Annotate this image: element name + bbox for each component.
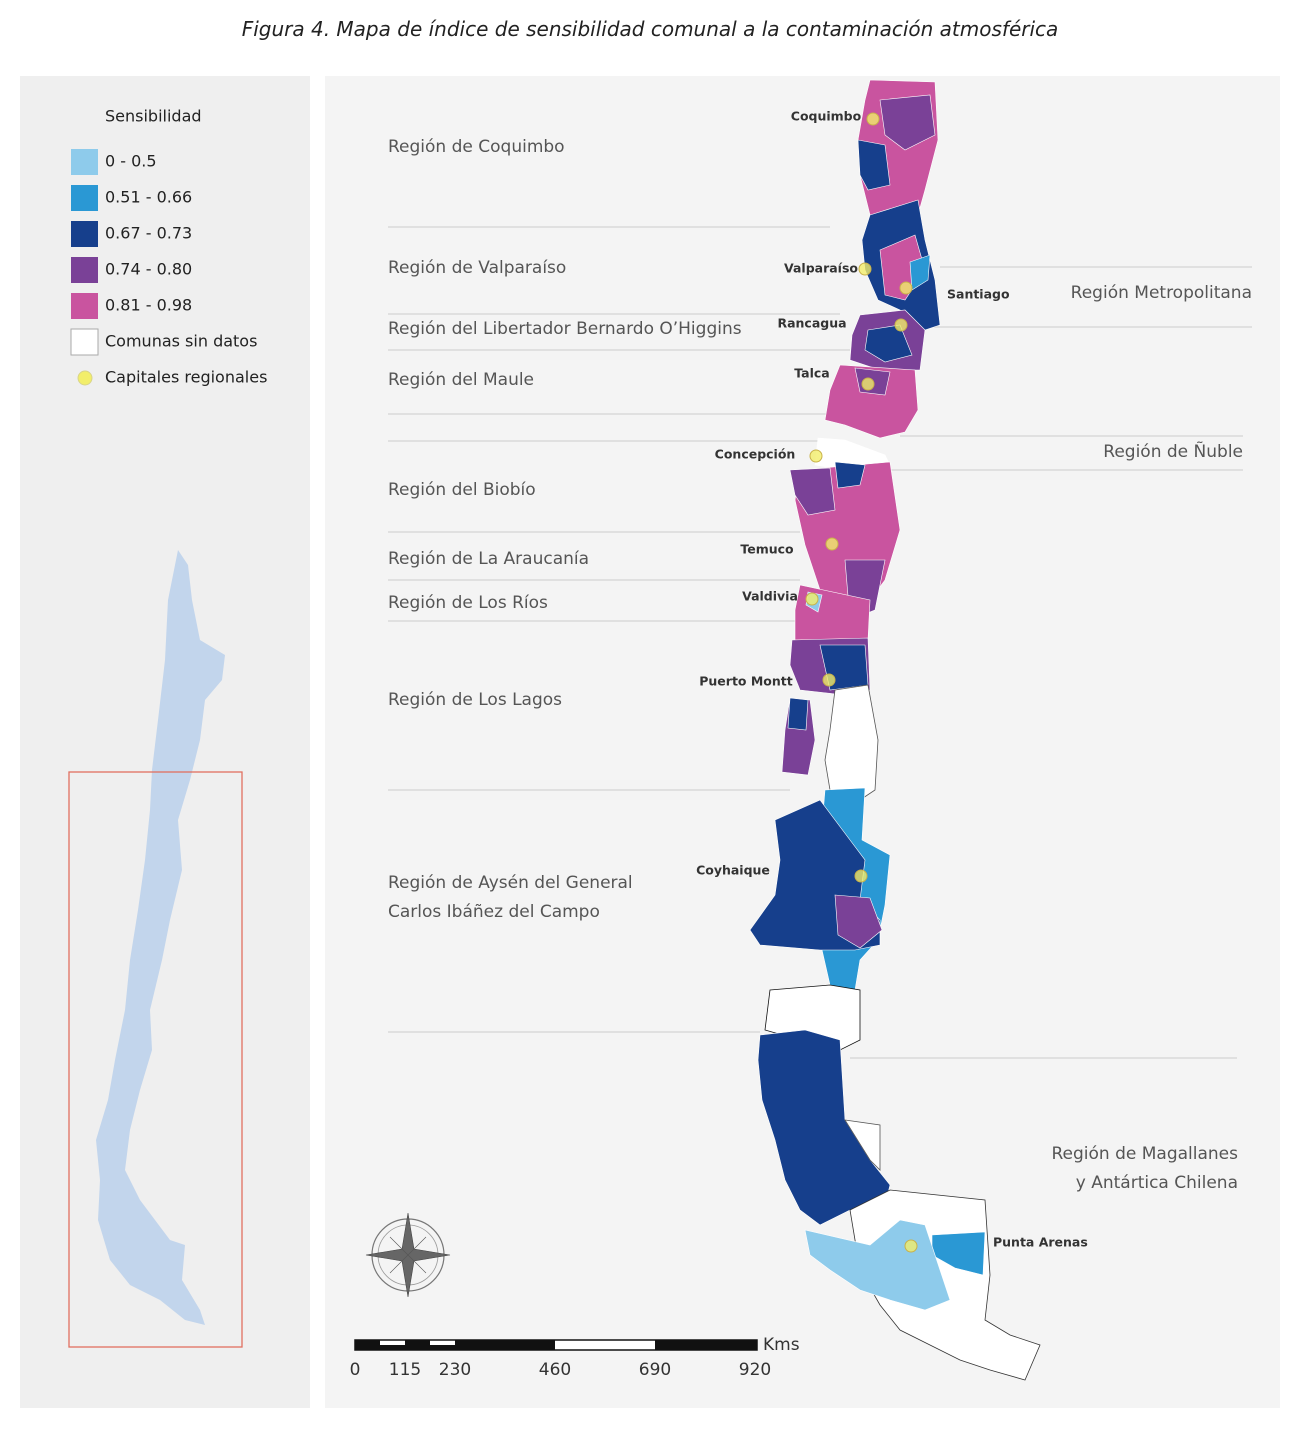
city-label: Coquimbo bbox=[791, 109, 862, 124]
legend: Sensibilidad 0 - 0.5 0.51 - 0.66 0.67 - 0.7… bbox=[70, 107, 267, 387]
capital-marker bbox=[861, 377, 875, 391]
scale-segment bbox=[405, 1340, 430, 1350]
capital-marker bbox=[858, 262, 872, 276]
region-label: Región de La Araucanía bbox=[388, 549, 589, 569]
region-label: Región del Maule bbox=[388, 370, 534, 390]
city-label: Puerto Montt bbox=[699, 674, 793, 689]
legend-label: Capitales regionales bbox=[105, 368, 267, 387]
comuna-area bbox=[909, 254, 931, 291]
scale-label: 920 bbox=[739, 1360, 771, 1380]
legend-title: Sensibilidad bbox=[105, 107, 202, 126]
capital-marker bbox=[904, 1239, 918, 1253]
legend-swatch bbox=[71, 293, 98, 319]
region-label: Región de Los Lagos bbox=[388, 690, 562, 710]
scale-label: 460 bbox=[539, 1360, 571, 1380]
region-label: Región de Los Ríos bbox=[388, 593, 548, 613]
legend-label: 0.81 - 0.98 bbox=[105, 296, 192, 315]
comuna-area bbox=[824, 364, 919, 439]
legend-swatch bbox=[70, 328, 99, 356]
region-label: Región del Biobío bbox=[388, 480, 536, 500]
cities: Coquimbo Valparaíso Santiago Rancagua Talca C… bbox=[696, 109, 1088, 1253]
scale-label: 0 bbox=[350, 1360, 361, 1380]
legend-label: 0 - 0.5 bbox=[105, 152, 157, 171]
inset-chile bbox=[96, 550, 225, 1325]
comuna-area bbox=[834, 461, 866, 489]
region-label: Región de Aysén del General bbox=[388, 873, 633, 893]
figure-title: Figura 4. Mapa de índice de sensibilidad… bbox=[242, 17, 1059, 41]
region-label: Región de Valparaíso bbox=[388, 258, 566, 278]
legend-swatch bbox=[71, 257, 98, 283]
compass-rose bbox=[365, 1212, 451, 1298]
capital-marker bbox=[809, 449, 823, 463]
scale-unit: Kms bbox=[763, 1335, 800, 1355]
legend-label: 0.74 - 0.80 bbox=[105, 260, 192, 279]
region-label: Región Metropolitana bbox=[1071, 283, 1252, 303]
legend-swatch bbox=[77, 370, 93, 386]
scale-segment bbox=[380, 1345, 405, 1350]
city-label: Valdivia bbox=[742, 589, 798, 604]
inset-frame bbox=[68, 771, 243, 1348]
comuna-area bbox=[834, 894, 883, 949]
figure-number: Figura 4. bbox=[242, 17, 330, 41]
main-map bbox=[749, 79, 1041, 1381]
city-label: Valparaíso bbox=[784, 261, 858, 276]
region-label: y Antártica Chilena bbox=[1076, 1173, 1238, 1193]
city-label: Rancagua bbox=[777, 316, 846, 331]
legend-label: 0.67 - 0.73 bbox=[105, 224, 192, 243]
comuna-area bbox=[879, 94, 936, 151]
region-label: Carlos Ibáñez del Campo bbox=[388, 902, 600, 922]
comuna-area bbox=[857, 139, 891, 191]
comuna-area bbox=[789, 467, 836, 516]
capital-marker bbox=[822, 673, 836, 687]
region-dividers bbox=[388, 226, 1252, 1059]
city-label: Talca bbox=[794, 366, 829, 381]
region-label: Región de Ñuble bbox=[1103, 440, 1243, 462]
capital-marker bbox=[899, 281, 913, 295]
city-label: Santiago bbox=[947, 287, 1010, 302]
scale-label: 115 bbox=[389, 1360, 421, 1380]
capital-marker bbox=[866, 112, 880, 126]
capital-marker bbox=[854, 869, 868, 883]
capital-marker bbox=[825, 537, 839, 551]
legend-label: Comunas sin datos bbox=[105, 332, 257, 351]
region-label: Región de Magallanes bbox=[1051, 1144, 1238, 1164]
capital-marker bbox=[894, 318, 908, 332]
city-label: Coyhaique bbox=[696, 863, 770, 878]
city-label: Concepción bbox=[715, 447, 796, 462]
figure-caption: Mapa de índice de sensibilidad comunal a… bbox=[336, 17, 1058, 41]
region-label: Región de Coquimbo bbox=[388, 137, 565, 157]
no-data-area bbox=[844, 1119, 881, 1171]
scale-segment bbox=[655, 1340, 757, 1350]
city-label: Punta Arenas bbox=[993, 1235, 1088, 1250]
scale-label: 690 bbox=[639, 1360, 671, 1380]
scale-bar: 0 115 230 460 690 920 Kms bbox=[350, 1335, 800, 1380]
scale-segment bbox=[455, 1340, 555, 1350]
region-label: Región del Libertador Bernardo O’Higgins bbox=[388, 319, 742, 339]
legend-label: 0.51 - 0.66 bbox=[105, 188, 192, 207]
scale-label: 230 bbox=[439, 1360, 471, 1380]
legend-swatch bbox=[71, 221, 98, 247]
city-label: Temuco bbox=[740, 542, 794, 557]
capital-marker bbox=[805, 592, 819, 606]
scale-segment bbox=[430, 1345, 455, 1350]
comuna-area bbox=[787, 697, 809, 731]
scale-segment bbox=[355, 1340, 380, 1350]
legend-swatch bbox=[71, 149, 98, 175]
legend-swatch bbox=[71, 185, 98, 211]
